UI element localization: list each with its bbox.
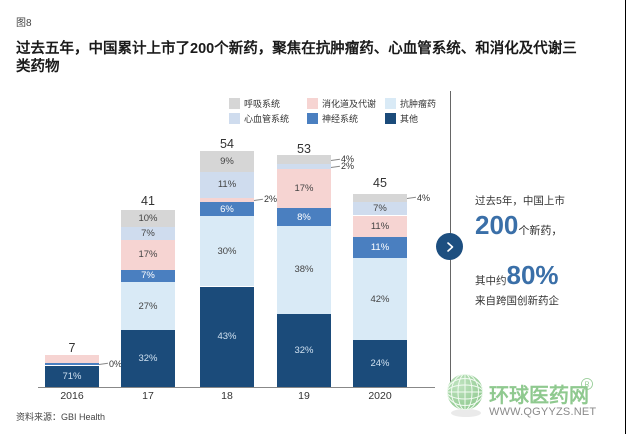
svg-text:环球医药网: 环球医药网 — [489, 383, 589, 407]
svg-text:R: R — [584, 382, 589, 389]
svg-text:WWW.QGYYZS.NET: WWW.QGYYZS.NET — [489, 406, 596, 418]
